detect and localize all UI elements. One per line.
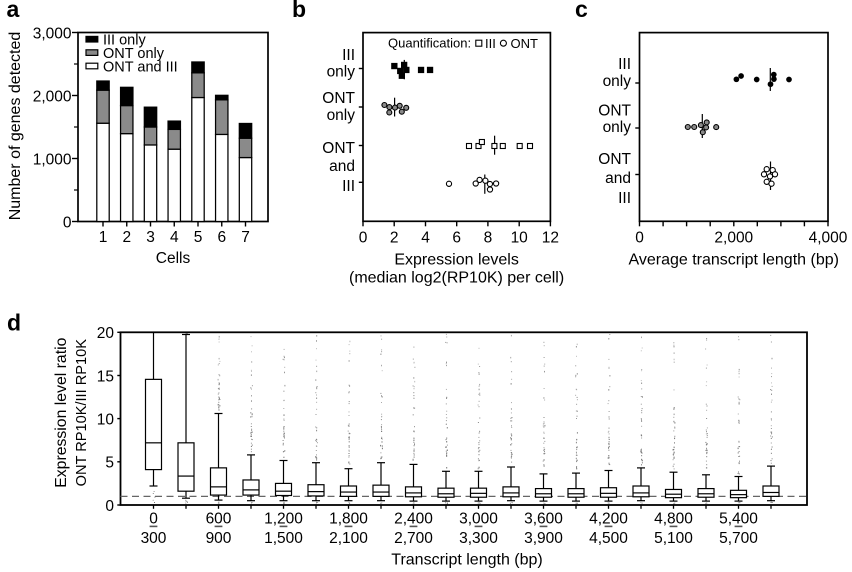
svg-text:3,300: 3,300 <box>459 530 498 547</box>
svg-text:600: 600 <box>206 510 232 527</box>
svg-text:1: 1 <box>99 229 108 246</box>
svg-text:20: 20 <box>97 325 115 342</box>
svg-text:Average transcript length (bp): Average transcript length (bp) <box>628 251 838 268</box>
svg-text:900: 900 <box>206 530 232 547</box>
svg-text:Transcript length (bp): Transcript length (bp) <box>391 552 542 569</box>
svg-text:and: and <box>329 158 355 175</box>
svg-text:7: 7 <box>241 229 250 246</box>
svg-text:only: only <box>327 63 356 80</box>
svg-text:4,000: 4,000 <box>809 230 848 247</box>
svg-text:1,000: 1,000 <box>33 151 72 168</box>
svg-text:5: 5 <box>105 455 114 472</box>
svg-text:2: 2 <box>390 230 399 247</box>
svg-text:ONT RP10K/III RP10K: ONT RP10K/III RP10K <box>74 339 90 487</box>
svg-text:3,900: 3,900 <box>524 530 563 547</box>
svg-text:only: only <box>327 107 356 124</box>
svg-text:III: III <box>342 178 355 195</box>
svg-text:3,000: 3,000 <box>459 510 498 527</box>
svg-text:5: 5 <box>194 229 203 246</box>
svg-text:2,000: 2,000 <box>714 230 753 247</box>
svg-text:5,700: 5,700 <box>719 530 758 547</box>
svg-text:300: 300 <box>141 530 167 547</box>
svg-text:(median log2(RP10K) per cell): (median log2(RP10K) per cell) <box>349 269 564 286</box>
svg-text:0: 0 <box>63 214 72 231</box>
svg-text:2,700: 2,700 <box>394 530 433 547</box>
svg-text:ONT: ONT <box>322 90 355 107</box>
svg-text:2: 2 <box>122 229 131 246</box>
svg-text:ONT: ONT <box>511 36 539 51</box>
svg-text:Number of genes detected: Number of genes detected <box>7 32 24 221</box>
svg-text:Expression levels: Expression levels <box>394 251 519 268</box>
svg-text:4: 4 <box>170 229 179 246</box>
svg-text:a: a <box>7 0 20 22</box>
svg-text:Cells: Cells <box>156 250 191 267</box>
svg-text:15: 15 <box>97 368 114 385</box>
svg-text:ONT only: ONT only <box>103 46 165 62</box>
svg-text:2,100: 2,100 <box>329 530 368 547</box>
svg-text:only: only <box>603 73 632 90</box>
svg-text:III: III <box>485 36 496 51</box>
svg-text:d: d <box>7 310 21 336</box>
svg-text:4,200: 4,200 <box>589 510 628 527</box>
svg-text:Quantification:: Quantification: <box>388 36 471 51</box>
svg-text:12: 12 <box>542 230 559 247</box>
svg-text:1,500: 1,500 <box>264 530 303 547</box>
svg-text:5,100: 5,100 <box>654 530 693 547</box>
svg-text:b: b <box>292 0 306 22</box>
svg-text:only: only <box>603 119 632 136</box>
svg-text:III: III <box>618 190 631 207</box>
svg-text:3,000: 3,000 <box>33 25 72 42</box>
svg-text:6: 6 <box>217 229 226 246</box>
svg-text:0: 0 <box>105 498 114 515</box>
svg-text:10: 10 <box>511 230 529 247</box>
svg-text:and: and <box>605 170 631 187</box>
svg-text:Expression level ratio: Expression level ratio <box>53 337 70 487</box>
svg-text:0: 0 <box>359 230 368 247</box>
svg-text:ONT: ONT <box>322 140 355 157</box>
svg-text:2,000: 2,000 <box>33 88 72 105</box>
svg-text:ONT: ONT <box>598 151 631 168</box>
svg-text:2,400: 2,400 <box>394 510 433 527</box>
svg-text:III only: III only <box>103 33 146 49</box>
svg-text:1,200: 1,200 <box>264 510 303 527</box>
svg-text:10: 10 <box>97 411 115 428</box>
svg-text:4: 4 <box>421 230 430 247</box>
svg-text:III: III <box>618 56 631 73</box>
svg-text:c: c <box>575 0 588 22</box>
svg-text:3: 3 <box>146 229 155 246</box>
svg-text:3,600: 3,600 <box>524 510 563 527</box>
svg-text:III: III <box>342 47 355 64</box>
svg-text:1,800: 1,800 <box>329 510 368 527</box>
svg-text:4,500: 4,500 <box>589 530 628 547</box>
svg-text:0: 0 <box>635 230 644 247</box>
svg-text:4,800: 4,800 <box>654 510 693 527</box>
svg-text:5,400: 5,400 <box>719 510 758 527</box>
svg-text:ONT and III: ONT and III <box>103 59 178 75</box>
svg-text:ONT: ONT <box>598 103 631 120</box>
svg-text:8: 8 <box>484 230 493 247</box>
svg-text:0: 0 <box>149 510 158 527</box>
svg-text:6: 6 <box>452 230 461 247</box>
